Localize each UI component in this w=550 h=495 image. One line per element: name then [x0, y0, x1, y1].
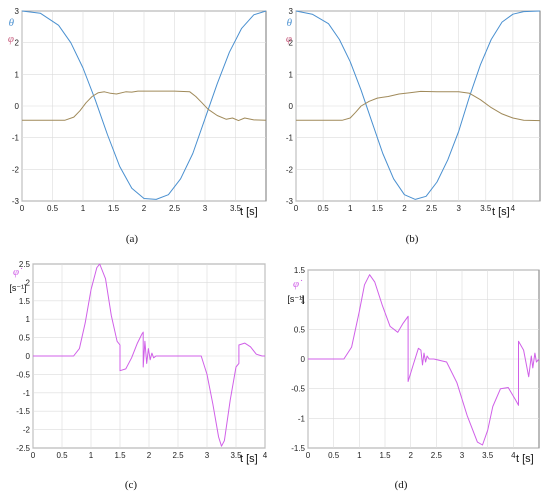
y-tick-label: -2	[23, 426, 31, 435]
y-tick-label: 1.5	[19, 297, 31, 306]
x-tick-label: 2.5	[169, 204, 181, 213]
x-tick-label: 0.5	[56, 451, 68, 460]
series-line	[308, 274, 540, 446]
series-line	[296, 90, 541, 122]
x-tick-label: 2	[142, 204, 147, 213]
series-line	[21, 10, 267, 200]
y-tick-label: -1	[23, 389, 31, 398]
y-tick-label: -2.5	[16, 444, 30, 453]
x-tick-label: 1	[81, 204, 86, 213]
x-tick-label: 1	[89, 451, 94, 460]
x-axis-label: t [s]	[492, 206, 510, 218]
y-tick-label: 2.5	[19, 260, 31, 269]
series-line	[22, 90, 267, 122]
x-tick-label: 2.5	[426, 204, 438, 213]
legend-phi: φ	[8, 33, 14, 45]
y-tick-label: 1	[15, 70, 20, 79]
x-axis-label: t [s]	[240, 453, 258, 465]
y-tick-label: -1	[298, 414, 306, 423]
legend-phi: φ	[286, 33, 292, 45]
y-tick-label: -2	[12, 165, 20, 174]
y-tick-label: -3	[286, 197, 294, 206]
y-tick-label: 3	[15, 7, 20, 16]
panel-label: (b)	[406, 233, 419, 245]
chart-panel-d: 0 0.5 1 1.5 2 2.5 3 3.5 4 1.5 1 0.5 0 -0.5 -1 -1.5 φ̇ […	[287, 266, 540, 491]
legend-phi-dot: φ̇	[13, 266, 23, 278]
x-tick-label: 3.5	[230, 204, 242, 213]
x-tick-label: 0	[20, 204, 25, 213]
y-axis-unit: [s⁻¹]	[287, 294, 304, 304]
y-tick-label: -2	[286, 165, 294, 174]
y-tick-label: 0.5	[19, 334, 31, 343]
y-tick-label: 0	[26, 352, 31, 361]
x-tick-label: 3	[460, 451, 465, 460]
x-tick-label: 3	[203, 204, 208, 213]
x-axis-label: t [s]	[516, 453, 534, 465]
y-tick-label: -0.5	[291, 385, 305, 394]
y-tick-label: -3	[12, 197, 20, 206]
y-tick-label: 0	[15, 102, 20, 111]
x-tick-label: 2	[402, 204, 407, 213]
y-tick-label: 1	[26, 315, 31, 324]
chart-panel-a: 0 0.5 1 1.5 2 2.5 3 3.5 3 2 1 0 -1 -2 -3 θ φ t [s] (a)	[8, 7, 267, 245]
x-tick-label: 0.5	[328, 451, 340, 460]
panel-label: (d)	[395, 479, 408, 491]
chart-panel-c: 0 0.5 1 1.5 2 2.5 3 3.5 4 2.5 2 1.5 1 0.5 0 -0.5 -1 -1.5 -…	[9, 260, 267, 491]
x-tick-label: 0.5	[47, 204, 59, 213]
series-line	[33, 263, 265, 447]
y-tick-label: 2	[15, 39, 20, 48]
y-tick-label: 2	[289, 39, 294, 48]
y-tick-label: -1	[286, 134, 294, 143]
x-tick-label: 3.5	[480, 204, 492, 213]
y-tick-label: 1	[301, 296, 306, 305]
x-tick-label: 3.5	[230, 451, 242, 460]
x-tick-label: 4	[511, 204, 516, 213]
panel-label: (a)	[126, 233, 139, 245]
y-tick-label: 0	[289, 102, 294, 111]
x-tick-label: 1.5	[379, 451, 391, 460]
panel-label: (c)	[125, 479, 138, 491]
x-tick-label: 3	[456, 204, 461, 213]
x-tick-label: 4	[511, 451, 516, 460]
y-tick-label: 0.5	[294, 325, 306, 334]
x-tick-label: 1	[357, 451, 362, 460]
y-tick-label: -0.5	[16, 370, 30, 379]
y-axis-unit: [s⁻¹]	[9, 283, 26, 293]
x-tick-label: 0	[306, 451, 311, 460]
x-tick-label: 1.5	[114, 451, 126, 460]
x-tick-label: 0	[31, 451, 36, 460]
y-tick-label: 2	[26, 278, 31, 287]
legend-theta: θ	[287, 17, 293, 29]
x-tick-label: 2.5	[172, 451, 184, 460]
x-tick-label: 0	[294, 204, 299, 213]
series-line	[295, 10, 541, 200]
y-tick-label: -1	[12, 134, 20, 143]
y-tick-label: 1.5	[294, 266, 306, 275]
x-tick-label: 2	[408, 451, 413, 460]
x-tick-label: 1.5	[372, 204, 384, 213]
x-tick-label: 0.5	[318, 204, 330, 213]
y-tick-label: -1.5	[291, 444, 305, 453]
x-tick-label: 1	[348, 204, 353, 213]
x-tick-label: 3	[205, 451, 210, 460]
x-tick-label: 1.5	[108, 204, 120, 213]
x-tick-label: 4	[263, 451, 268, 460]
chart-panel-b: 0 0.5 1 1.5 2 2.5 3 3.5 4 3 2 1 0 -1 -2 -3 θ φ t [s] (b…	[286, 7, 541, 245]
x-axis-label: t [s]	[240, 206, 258, 218]
legend-phi-dot: φ̇	[293, 278, 303, 290]
y-tick-label: 3	[289, 7, 294, 16]
x-tick-label: 2.5	[431, 451, 443, 460]
legend-theta: θ	[9, 17, 15, 29]
x-tick-label: 3.5	[482, 451, 494, 460]
y-tick-label: -1.5	[16, 407, 30, 416]
y-tick-label: 1	[289, 70, 294, 79]
y-tick-label: 0	[301, 355, 306, 364]
x-tick-label: 2	[147, 451, 152, 460]
